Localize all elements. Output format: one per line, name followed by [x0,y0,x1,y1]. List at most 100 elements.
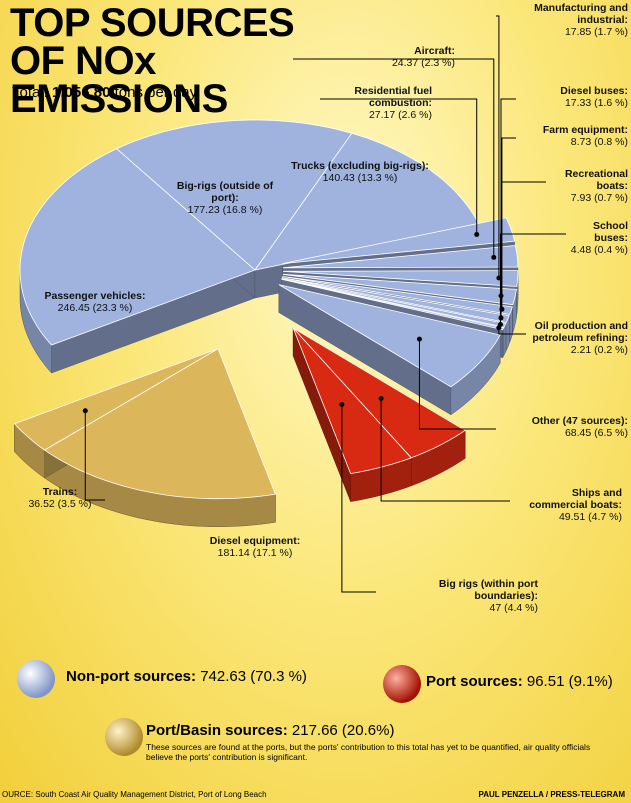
slice [43,348,276,500]
leader-line [380,398,510,502]
leader-dot [496,325,502,331]
slice-value: 49.51 (4.7 %) [558,511,622,523]
leader-dot [498,315,504,321]
total-unit: tons per day [114,84,198,101]
leader-line [501,137,516,310]
slice-label: Trains: 36.52 (3.5 %) [15,486,105,510]
slice-label: Other (47 sources): 68.45 (6.5 %) [498,415,628,439]
slice-name: Diesel buses: [560,85,628,97]
slice-label: Big-rigs (outside of port): 177.23 (16.8 … [165,180,285,216]
slice [281,278,505,331]
legend-name: Non-port sources: [66,668,197,685]
slice-name: Passenger vehicles: [44,290,146,302]
slice-value: 7.93 (0.7 %) [570,192,628,204]
total: Total: 1,056.80 tons per day [12,84,197,101]
total-value: 1,056.80 [52,84,111,101]
legend-entry: Port/Basin sources: 217.66 (20.6%) [146,722,394,739]
slice-wall [502,326,504,359]
slice-name: Manufacturing and industrial: [534,2,628,26]
slice [115,119,353,271]
slice-label: Residential fuel combustion: 27.17 (2.6 %… [322,85,432,121]
slice-name: Diesel equipment: [209,535,301,547]
slice-name: Aircraft: [414,45,455,57]
leader-dot [491,254,497,260]
slice-name: School buses: [592,220,628,244]
slice-label: Diesel buses: 17.33 (1.6 %) [518,85,628,109]
slice-value: 36.52 (3.5 %) [28,498,92,510]
slice [278,284,501,388]
slice-label: Passenger vehicles: 246.45 (23.3 %) [25,290,165,314]
legend-entry: Port sources: 96.51 (9.1%) [426,673,613,690]
leader-dot [378,395,384,401]
slice [282,270,519,287]
leader-line [84,410,105,501]
slice-wall [503,323,507,356]
legend-value: 96.51 (9.1%) [526,673,613,690]
slice-label: Manufacturing and industrial: 17.85 (1.7 … [498,2,628,38]
slice-label: Trucks (excluding big-rigs): 140.43 (13.3… [285,160,435,184]
slice [13,348,219,451]
legend-name: Port/Basin sources: [146,722,288,739]
slice [282,217,516,264]
leader-line [500,181,546,318]
slice-name: Farm equipment: [542,124,628,136]
slice-name: Residential fuel combustion: [354,85,432,109]
slice [292,327,466,459]
slice [281,277,510,323]
slice-value: 181.14 (17.1 %) [217,547,293,559]
legend-value: 217.66 (20.6%) [291,722,395,739]
slice-value: 2.21 (0.2 %) [570,344,628,356]
legend-ball [383,665,421,703]
credit: PAUL PENZELLA / PRESS-TELEGRAM [478,790,625,799]
slice-value: 17.33 (1.6 %) [564,97,628,109]
slice-value: 17.85 (1.7 %) [564,26,628,38]
slice-label: Diesel equipment: 181.14 (17.1 %) [190,535,320,559]
slice-name: Oil production and petroleum refining: [532,320,628,344]
leader-dot [416,336,422,342]
slice-value: 24.37 (2.3 %) [391,57,455,69]
slice-label: Ships and commercial boats: 49.51 (4.7 %) [512,487,622,523]
slice-label: Recreational boats: 7.93 (0.7 %) [548,168,628,204]
slice-value: 177.23 (16.8 %) [187,204,263,216]
source: OURCE: South Coast Air Quality Managemen… [2,790,267,799]
leader-line [320,98,478,235]
slice-value: 246.45 (23.3 %) [57,302,133,314]
slice-value: 68.45 (6.5 %) [564,427,628,439]
leader-line [418,339,496,430]
chart-title: TOP SOURCES OF NOx EMISSIONS [10,1,295,121]
slice [19,148,256,346]
slice-name: Recreational boats: [564,168,628,192]
legend-ball [105,718,143,756]
leader-line [499,233,566,325]
leader-dot [82,408,88,414]
slice-label: Oil production and petroleum refining: 2.… [528,320,628,356]
slice [254,132,480,271]
leader-dot [474,231,480,237]
slice-label: Farm equipment: 8.73 (0.8 %) [518,124,628,148]
slice [282,276,513,315]
slice-name: Trains: [42,486,78,498]
slice [292,327,412,475]
total-label: Total: [12,84,48,101]
slice-name: Big-rigs (outside of port): [176,180,274,204]
legend-ball [17,660,55,698]
slice-value: 47 (4.4 %) [489,602,538,614]
slice-value: 140.43 (13.3 %) [322,172,398,184]
slice [281,278,507,328]
slice-value: 8.73 (0.8 %) [570,136,628,148]
slice-name: Other (47 sources): [531,415,628,427]
slice-name: Big rigs (within port boundaries): [438,578,538,602]
slice-label: Big rigs (within port boundaries): 47 (4.… [378,578,538,614]
leader-line [293,58,495,258]
slice-value: 27.17 (2.6 %) [368,109,432,121]
slice-name: Ships and commercial boats: [529,487,622,511]
slice-label: Aircraft: 24.37 (2.3 %) [295,45,455,69]
slice [282,245,519,269]
leader-line [341,404,376,593]
legend-name: Port sources: [426,673,523,690]
slice [282,273,517,306]
legend-entry: Non-port sources: 742.63 (70.3 %) [66,668,307,685]
leader-line [496,15,500,278]
slice-label: School buses: 4.48 (0.4 %) [568,220,628,256]
